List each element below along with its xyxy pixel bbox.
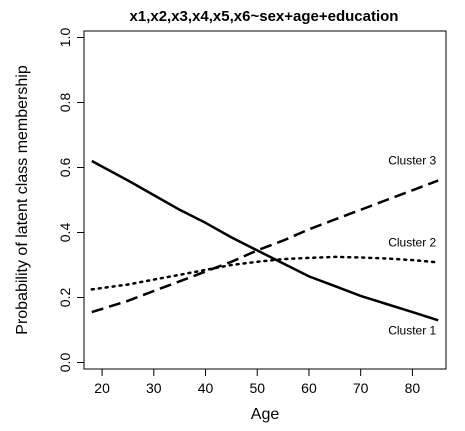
y-tick-label: 0.4 (57, 223, 73, 243)
x-tick-label: 60 (301, 380, 317, 396)
series-line-cluster-3 (91, 179, 439, 314)
series-line-cluster-2 (90, 255, 440, 291)
plot-frame (83, 30, 447, 370)
x-tick-label: 80 (405, 380, 421, 396)
y-tick-label: 0.2 (57, 288, 73, 308)
x-axis: 20 30 40 50 60 70 80 (94, 369, 420, 396)
y-axis-label: Probability of latent class membership (14, 65, 31, 335)
series-line-cluster-1 (91, 159, 439, 322)
y-tick-label: 0.8 (57, 93, 73, 113)
series-label-cluster-2: Cluster 2 (388, 235, 436, 249)
series-label-cluster-1: Cluster 1 (388, 323, 436, 337)
x-tick-label: 30 (146, 380, 162, 396)
x-axis-label: Age (251, 406, 280, 423)
x-tick-label: 70 (353, 380, 369, 396)
y-tick-label: 0.0 (57, 353, 73, 373)
x-tick-label: 40 (198, 380, 214, 396)
chart-title: x1,x2,x3,x4,x5,x6~sex+age+education (130, 8, 399, 25)
x-tick-label: 50 (249, 380, 265, 396)
series-label-layer: Cluster 1 Cluster 2 Cluster 3 (388, 154, 436, 338)
y-tick-label: 0.6 (57, 158, 73, 178)
y-tick-label: 1.0 (57, 28, 73, 48)
y-axis: 0.0 0.2 0.4 0.6 0.8 1.0 (57, 28, 84, 373)
series-layer (90, 159, 440, 322)
series-label-cluster-3: Cluster 3 (388, 154, 436, 168)
x-tick-label: 20 (94, 380, 110, 396)
